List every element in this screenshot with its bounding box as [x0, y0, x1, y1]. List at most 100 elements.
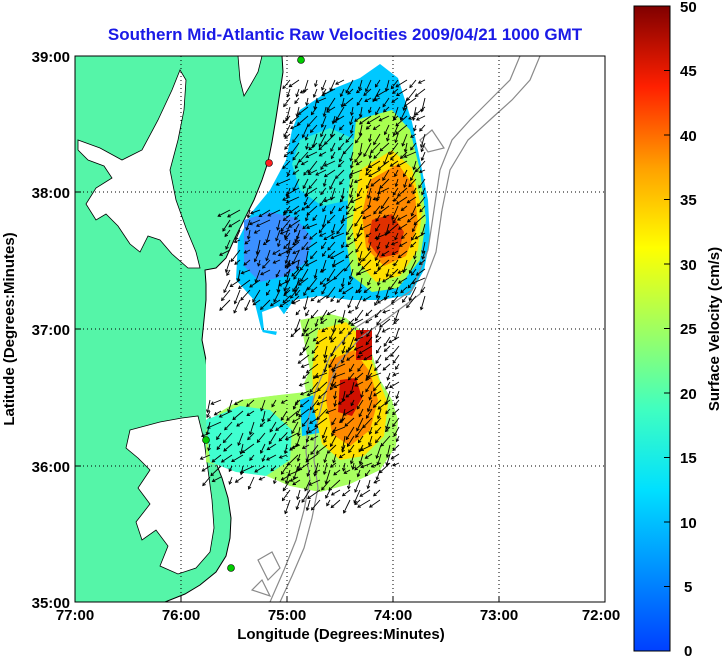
velocity-arrow — [412, 223, 417, 232]
velocity-arrow-head — [283, 292, 287, 297]
velocity-arrow — [392, 354, 400, 364]
velocity-arrow — [404, 142, 408, 152]
velocity-arrow-head — [273, 298, 277, 303]
velocity-arrow — [398, 268, 408, 274]
velocity-arrow-head — [364, 473, 369, 477]
velocity-arrow-head — [219, 307, 223, 311]
velocity-arrow-head — [293, 275, 297, 280]
velocity-arrow-head — [393, 262, 397, 267]
velocity-arrow — [375, 426, 382, 434]
velocity-arrow — [305, 214, 309, 221]
velocity-arrow-head — [382, 214, 387, 219]
velocity-arrow — [252, 299, 261, 306]
velocity-arrow-head — [363, 289, 368, 294]
velocity-arrow-head — [246, 412, 251, 416]
velocity-arrow — [408, 115, 417, 120]
velocity-arrow — [285, 469, 291, 484]
velocity-arrow — [301, 363, 310, 368]
velocity-arrow-head — [354, 158, 358, 163]
velocity-arrow — [374, 250, 381, 261]
velocity-arrow-head — [283, 273, 288, 277]
velocity-arrow — [302, 223, 309, 229]
velocity-arrow-head — [402, 173, 407, 178]
velocity-arrow-head — [415, 168, 419, 173]
velocity-arrow — [398, 223, 408, 230]
velocity-arrow — [357, 499, 371, 508]
y-axis-label: Latitude (Degrees:Minutes) — [1, 232, 18, 425]
velocity-arrow — [363, 142, 372, 157]
velocity-arrow-head — [243, 262, 247, 266]
velocity-arrow-head — [337, 146, 342, 151]
velocity-arrow-head — [403, 148, 408, 153]
velocity-arrow-head — [349, 130, 354, 134]
velocity-arrow — [348, 444, 355, 453]
velocity-arrow-head — [372, 196, 377, 201]
velocity-arrow-head — [315, 374, 319, 379]
velocity-arrow — [303, 286, 309, 296]
velocity-arrow — [325, 469, 331, 484]
velocity-arrow-head — [324, 480, 329, 485]
velocity-arrow-head — [216, 436, 220, 441]
velocity-arrow — [267, 209, 281, 217]
velocity-arrow — [314, 462, 319, 476]
velocity-arrow-head — [306, 473, 311, 477]
velocity-arrow-head — [262, 241, 267, 246]
velocity-arrow-head — [385, 462, 390, 467]
velocity-arrow-head — [230, 258, 235, 263]
velocity-arrow — [219, 299, 231, 311]
velocity-arrow — [250, 209, 261, 214]
velocity-arrow — [256, 219, 271, 227]
velocity-arrow — [369, 426, 373, 435]
velocity-arrow — [313, 372, 319, 379]
velocity-arrow — [322, 250, 327, 257]
velocity-arrow — [390, 160, 399, 167]
velocity-arrow-head — [398, 243, 403, 247]
velocity-arrow — [282, 160, 291, 169]
velocity-arrow — [339, 178, 345, 185]
velocity-arrow — [331, 363, 346, 371]
velocity-arrow-head — [262, 265, 266, 269]
velocity-arrow — [374, 97, 381, 101]
velocity-arrow — [293, 399, 299, 410]
velocity-arrow-head — [285, 194, 290, 199]
velocity-arrow-head — [295, 113, 300, 118]
velocity-arrow-head — [292, 241, 296, 245]
velocity-arrow — [383, 214, 390, 218]
velocity-arrow — [345, 250, 354, 259]
velocity-arrow-head — [331, 429, 336, 434]
velocity-arrow-head — [310, 297, 315, 302]
velocity-arrow — [273, 476, 277, 484]
y-tick-label: 37:00 — [32, 322, 70, 339]
velocity-arrow-head — [218, 414, 223, 418]
velocity-arrow — [284, 142, 291, 150]
velocity-arrow — [367, 372, 382, 379]
velocity-arrow-head — [289, 120, 293, 125]
velocity-arrow — [395, 178, 399, 187]
velocity-arrow-head — [373, 387, 377, 392]
velocity-arrow-head — [386, 230, 391, 234]
velocity-arrow — [295, 309, 301, 315]
velocity-arrow — [382, 169, 390, 181]
velocity-arrow — [311, 286, 318, 293]
velocity-arrow — [238, 279, 251, 289]
velocity-arrow — [298, 408, 310, 418]
velocity-arrow-head — [390, 353, 394, 357]
velocity-arrow-head — [303, 292, 307, 297]
velocity-arrow — [290, 327, 301, 337]
velocity-arrow-head — [301, 246, 305, 251]
velocity-arrow — [336, 223, 345, 234]
velocity-arrow-head — [265, 257, 269, 262]
velocity-arrow-head — [375, 197, 380, 202]
velocity-arrow-head — [345, 139, 350, 143]
velocity-arrow — [227, 209, 241, 218]
velocity-arrow — [354, 151, 363, 163]
velocity-arrow-head — [330, 155, 335, 160]
velocity-arrow-head — [408, 116, 412, 120]
velocity-arrow — [333, 268, 345, 280]
velocity-arrow — [291, 421, 299, 434]
velocity-arrow-head — [376, 282, 381, 287]
velocity-arrow-head — [332, 263, 336, 267]
velocity-arrow — [413, 124, 417, 132]
velocity-arrow — [377, 453, 382, 465]
velocity-arrow — [350, 399, 355, 406]
